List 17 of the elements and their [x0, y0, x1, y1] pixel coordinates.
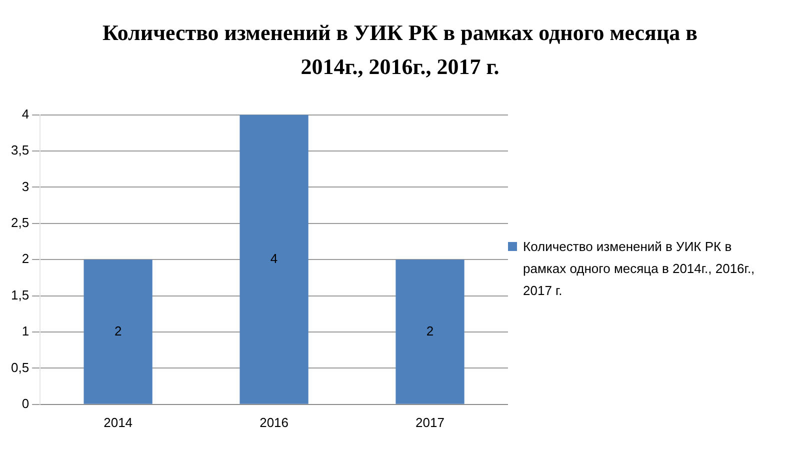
y-tick-label: 0 [22, 396, 30, 411]
y-tick-label: 3,5 [10, 142, 30, 158]
y-tick-label: 1 [22, 324, 30, 339]
y-tick-label: 4 [22, 106, 30, 122]
y-tick-label: 2 [22, 251, 30, 266]
y-tick-label: 2,5 [10, 214, 30, 230]
x-tick-label: 2014 [104, 414, 133, 430]
y-tick-label: 0,5 [10, 360, 30, 375]
x-tick-label: 2017 [416, 414, 444, 430]
data-label: 4 [270, 250, 278, 266]
data-label: 2 [426, 323, 434, 338]
y-tick-label: 3 [22, 178, 30, 194]
x-tick-label: 2016 [260, 414, 288, 430]
chart-title: Количество изменений в УИК РК в рамках одного месяца в 2014г., 2016г., 2017 г. [101, 19, 699, 81]
data-label: 2 [114, 323, 122, 338]
legend-label: Количество изменений в УИК РК в рамках одного месяца в 2014г., 2016г., 2017 г. [523, 238, 756, 300]
y-tick-label: 1,5 [10, 287, 30, 302]
